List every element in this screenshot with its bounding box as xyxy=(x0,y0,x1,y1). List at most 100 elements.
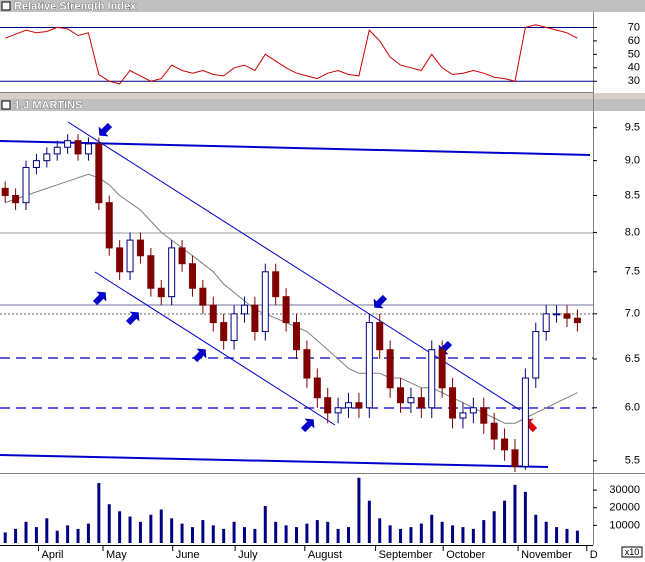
candle-body xyxy=(303,349,311,379)
volume-bar xyxy=(492,511,496,543)
y-tick-label: 60 xyxy=(628,35,640,47)
candle-body xyxy=(386,349,394,389)
x-tick-label: November xyxy=(521,549,572,561)
candle-body xyxy=(261,271,269,332)
x-tick-label: April xyxy=(41,549,63,561)
candle-body xyxy=(53,146,61,155)
y-tick-label: 10000 xyxy=(609,519,640,531)
volume-bar xyxy=(242,527,246,543)
candle-body xyxy=(490,422,498,440)
volume-bar xyxy=(3,532,7,543)
volume-bar xyxy=(222,528,226,543)
candle-body xyxy=(74,140,82,155)
y-tick-label: 8.5 xyxy=(625,189,640,201)
candle-body xyxy=(32,160,40,168)
volume-bar xyxy=(201,520,205,543)
volume-bar xyxy=(451,525,455,543)
volume-bar xyxy=(159,509,163,543)
volume-bar xyxy=(149,514,153,543)
x-tick-label: May xyxy=(106,549,127,561)
candle-body xyxy=(542,313,550,332)
arrow xyxy=(192,348,207,363)
volume-bar xyxy=(274,521,278,543)
candle-body xyxy=(397,387,405,404)
candle-body xyxy=(449,387,457,419)
candle-body xyxy=(230,313,238,342)
candle-body xyxy=(532,330,540,379)
volume-bar xyxy=(565,528,569,543)
candle-body xyxy=(563,313,571,319)
candle-body xyxy=(209,304,217,324)
volume-bar xyxy=(76,528,80,543)
candle-body xyxy=(521,377,529,467)
candle-body xyxy=(199,287,207,306)
rsi-line xyxy=(5,24,578,85)
volume-bar xyxy=(253,528,257,543)
volume-bar xyxy=(326,521,330,543)
volume-bar xyxy=(263,505,267,543)
volume-bar xyxy=(305,523,309,543)
candle-body xyxy=(220,322,228,342)
arrow xyxy=(300,418,315,433)
panel-title: Relative Strength Index xyxy=(14,0,137,12)
candle-body xyxy=(251,304,259,332)
volume-bar xyxy=(284,525,288,543)
volume-bar xyxy=(24,521,28,543)
y-tick-label: 70 xyxy=(628,21,640,33)
candle-body xyxy=(573,317,581,324)
volume-bar xyxy=(86,523,90,543)
candle-body xyxy=(407,397,415,404)
volume-bar xyxy=(503,500,507,543)
candle-body xyxy=(1,187,9,196)
volume-bar xyxy=(419,523,423,543)
multiplier-label: x10 xyxy=(625,547,640,557)
candle-body xyxy=(417,397,425,409)
candle-body xyxy=(480,407,488,424)
multiplier-box xyxy=(621,546,643,558)
rsi-header xyxy=(0,0,645,12)
y-tick-label: 7.0 xyxy=(625,308,640,320)
candle-body xyxy=(511,449,519,467)
candle-body xyxy=(147,255,155,289)
volume-bar xyxy=(430,514,434,543)
volume-bar xyxy=(34,527,38,543)
volume-bar xyxy=(440,521,444,543)
volume-bar xyxy=(97,483,101,543)
volume-bar xyxy=(138,521,142,543)
volume-bar xyxy=(544,521,548,543)
candle-body xyxy=(178,247,186,265)
candle-body xyxy=(355,402,363,409)
volume-bar xyxy=(45,518,49,543)
x-tick-label: June xyxy=(176,549,200,561)
candle-body xyxy=(43,153,51,162)
x-tick-label: October xyxy=(446,549,485,561)
y-tick-label: 7.5 xyxy=(625,266,640,278)
trend-line xyxy=(0,454,549,468)
separator xyxy=(0,93,645,99)
y-tick-label: 30000 xyxy=(609,484,640,496)
volume-bar xyxy=(190,527,194,543)
candle-body xyxy=(313,377,321,399)
candle-body xyxy=(345,402,353,409)
volume-bar xyxy=(128,516,132,543)
x-tick-label: August xyxy=(308,549,342,561)
volume-bar xyxy=(388,525,392,543)
candle-body xyxy=(84,143,92,155)
candle-body xyxy=(438,349,446,389)
arrow xyxy=(373,294,388,309)
candle-body xyxy=(501,438,509,451)
candle-body xyxy=(469,407,477,414)
candle-body xyxy=(168,247,176,298)
volume-bar xyxy=(118,511,122,543)
candle-body xyxy=(95,143,103,204)
candle-body xyxy=(272,271,280,298)
y-tick-label: 6.0 xyxy=(625,402,640,414)
candle-body xyxy=(126,239,134,273)
candle-body xyxy=(324,397,332,414)
volume-bar xyxy=(180,523,184,543)
volume-bar xyxy=(513,484,517,543)
candle-body xyxy=(293,322,300,351)
volume-bar xyxy=(378,518,382,543)
